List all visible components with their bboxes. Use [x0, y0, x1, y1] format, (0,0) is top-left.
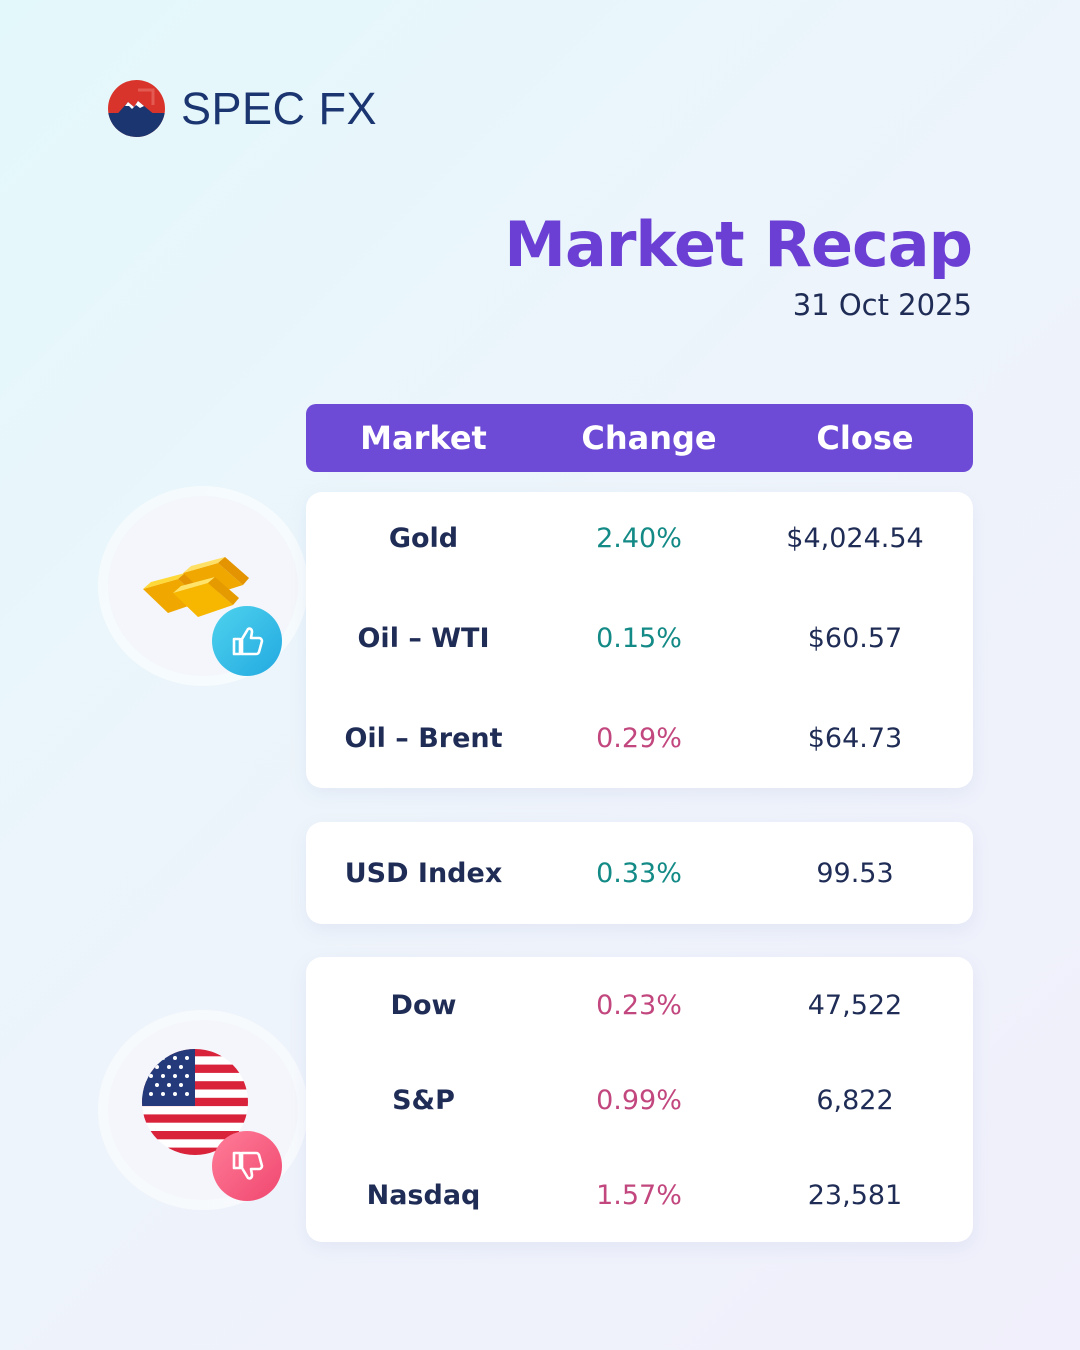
- currency-card: USD Index 0.33% 99.53: [306, 822, 973, 924]
- table-row: Nasdaq 1.57% 23,581: [306, 1171, 973, 1219]
- commodities-badge: [108, 496, 298, 676]
- market-name: S&P: [392, 1084, 455, 1116]
- spec-fx-logo-icon: [108, 80, 165, 137]
- column-header-close: Close: [816, 419, 914, 457]
- market-change: 0.15%: [596, 622, 682, 654]
- table-row: Gold 2.40% $4,024.54: [306, 514, 973, 562]
- market-change: 0.33%: [596, 857, 682, 889]
- us-flag-icon: [142, 1049, 248, 1155]
- market-name: USD Index: [344, 857, 503, 889]
- report-date: 31 Oct 2025: [792, 288, 972, 322]
- market-change: 0.99%: [596, 1084, 682, 1116]
- market-close: 6,822: [816, 1084, 894, 1116]
- thumbs-up-icon: [212, 606, 282, 676]
- thumbs-down-icon: [212, 1131, 282, 1201]
- indices-badge: [108, 1020, 298, 1200]
- market-name: Oil – WTI: [357, 622, 490, 654]
- market-change: 1.57%: [596, 1179, 682, 1211]
- market-close: $64.73: [807, 722, 903, 754]
- market-name: Nasdaq: [366, 1179, 481, 1211]
- table-header: Market Change Close: [306, 404, 973, 472]
- market-change: 0.23%: [596, 989, 682, 1021]
- column-header-change: Change: [581, 419, 717, 457]
- commodities-card: Gold 2.40% $4,024.54 Oil – WTI 0.15% $60…: [306, 492, 973, 788]
- market-change: 2.40%: [596, 522, 682, 554]
- market-close: 23,581: [807, 1179, 903, 1211]
- table-row: Oil – Brent 0.29% $64.73: [306, 714, 973, 762]
- market-name: Oil – Brent: [344, 722, 503, 754]
- market-close: $4,024.54: [786, 522, 924, 554]
- market-name: Dow: [390, 989, 457, 1021]
- market-close: 47,522: [807, 989, 903, 1021]
- market-change: 0.29%: [596, 722, 682, 754]
- market-close: 99.53: [816, 857, 894, 889]
- page-title: Market Recap: [504, 208, 973, 281]
- table-row: S&P 0.99% 6,822: [306, 1076, 973, 1124]
- brand-name: SPEC FX: [181, 83, 378, 134]
- table-row: Dow 0.23% 47,522: [306, 981, 973, 1029]
- gold-bars-icon: [143, 557, 249, 617]
- brand: SPEC FX: [108, 80, 377, 137]
- market-name: Gold: [388, 522, 459, 554]
- table-row: Oil – WTI 0.15% $60.57: [306, 614, 973, 662]
- indices-card: Dow 0.23% 47,522 S&P 0.99% 6,822 Nasdaq …: [306, 957, 973, 1242]
- market-close: $60.57: [807, 622, 903, 654]
- thumbs-down-glyph-icon: [232, 1151, 264, 1180]
- thumbs-up-glyph-icon: [232, 627, 264, 656]
- table-row: USD Index 0.33% 99.53: [306, 849, 973, 897]
- column-header-market: Market: [360, 419, 487, 457]
